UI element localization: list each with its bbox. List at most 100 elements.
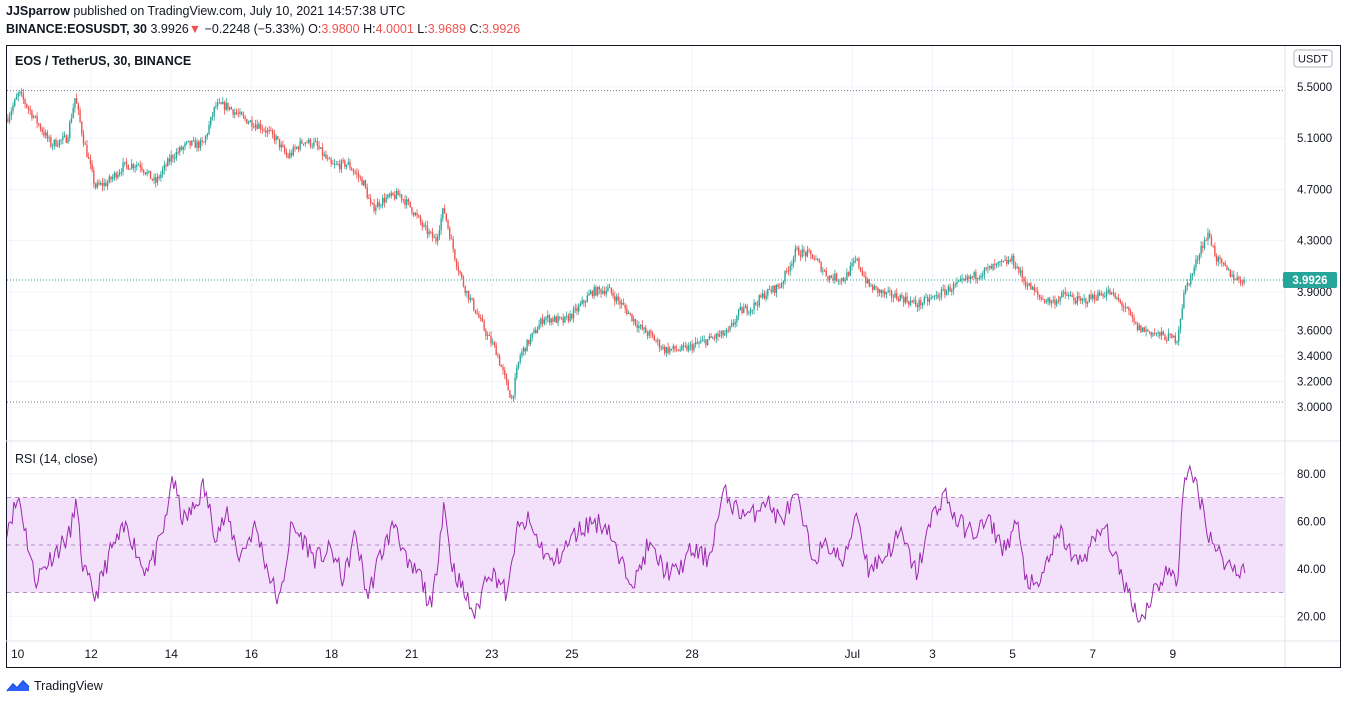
footer-brand[interactable]: TradingView xyxy=(34,679,103,693)
candle xyxy=(1164,333,1166,341)
candle xyxy=(605,286,607,298)
candle xyxy=(951,287,953,296)
candle-body xyxy=(964,279,967,280)
candle-body xyxy=(363,180,365,186)
candle xyxy=(686,343,688,352)
candle xyxy=(988,265,991,271)
candle-body xyxy=(461,273,463,278)
candle xyxy=(447,218,449,231)
candle xyxy=(1131,311,1134,323)
candle xyxy=(987,263,989,274)
candle-body xyxy=(526,339,528,352)
candle-body xyxy=(839,280,841,282)
candle-body xyxy=(978,277,980,279)
candle xyxy=(278,138,281,151)
candle xyxy=(308,137,310,145)
candle xyxy=(462,275,465,288)
candle xyxy=(541,313,544,327)
time-tick-label: 12 xyxy=(84,647,98,661)
candle xyxy=(918,297,920,312)
candle xyxy=(562,313,564,326)
candle-body xyxy=(899,294,901,302)
candle-body xyxy=(875,286,877,288)
candle xyxy=(203,141,205,143)
candle-body xyxy=(732,323,735,325)
candle xyxy=(545,315,547,325)
candle-body xyxy=(106,182,109,187)
candle-body xyxy=(1102,294,1104,297)
candle-body xyxy=(60,139,62,141)
candle-body xyxy=(947,286,950,291)
candle xyxy=(153,173,155,185)
candle xyxy=(885,291,888,299)
candle-body xyxy=(743,308,745,313)
candle xyxy=(55,137,57,148)
candle-body xyxy=(880,289,882,294)
candle-body xyxy=(495,344,497,356)
candle-body xyxy=(705,339,707,346)
candle xyxy=(388,192,391,199)
candle-body xyxy=(445,213,447,221)
candle-body xyxy=(598,286,601,290)
candle-body xyxy=(258,123,260,129)
candle-body xyxy=(464,286,466,294)
candle xyxy=(363,179,365,187)
candle-body xyxy=(263,129,265,131)
candle-body xyxy=(528,339,530,345)
candle xyxy=(830,274,833,279)
candle-body xyxy=(645,327,647,333)
candle-body xyxy=(450,238,453,240)
candle-body xyxy=(576,307,578,312)
candle xyxy=(744,303,747,309)
candle xyxy=(1002,260,1005,263)
candle-body xyxy=(479,317,482,319)
candle-body xyxy=(392,192,394,196)
candle xyxy=(875,285,877,291)
candle xyxy=(352,168,355,176)
candle-body xyxy=(184,143,186,147)
candle xyxy=(1155,332,1158,337)
candle-body xyxy=(669,348,671,353)
candle xyxy=(651,330,654,339)
candle xyxy=(727,326,729,333)
currency-badge[interactable] xyxy=(1293,49,1333,68)
candle xyxy=(820,261,822,273)
candle-body xyxy=(161,169,164,174)
time-tick-label: 28 xyxy=(685,647,699,661)
candle-body xyxy=(7,118,9,122)
candle-body xyxy=(1021,270,1023,278)
candle xyxy=(137,162,140,166)
candle xyxy=(196,138,198,152)
candle-body xyxy=(638,325,640,329)
candle xyxy=(507,378,509,391)
candle-body xyxy=(498,356,501,365)
candle-body xyxy=(684,346,686,347)
candle-body xyxy=(918,300,920,308)
candle xyxy=(289,149,291,160)
candle xyxy=(423,222,425,229)
candle xyxy=(510,394,513,400)
candle xyxy=(626,304,628,316)
candle xyxy=(911,299,913,304)
candle-body xyxy=(304,142,307,144)
candle xyxy=(555,315,558,324)
candle xyxy=(708,333,711,341)
candle xyxy=(810,249,812,260)
candle-body xyxy=(982,274,984,276)
candle xyxy=(19,91,21,96)
candle xyxy=(798,245,800,256)
author-name[interactable]: JJSparrow xyxy=(6,4,70,18)
candle xyxy=(108,174,111,184)
candle-body xyxy=(633,319,635,322)
candle-body xyxy=(562,317,564,323)
candle-body xyxy=(1062,292,1065,293)
candle-body xyxy=(811,254,814,259)
candle-body xyxy=(672,345,674,349)
candle-body xyxy=(474,309,477,314)
candle xyxy=(1208,229,1211,239)
candle xyxy=(478,310,480,319)
candle-body xyxy=(268,130,270,131)
candle-body xyxy=(851,263,853,266)
candle-body xyxy=(117,174,119,178)
